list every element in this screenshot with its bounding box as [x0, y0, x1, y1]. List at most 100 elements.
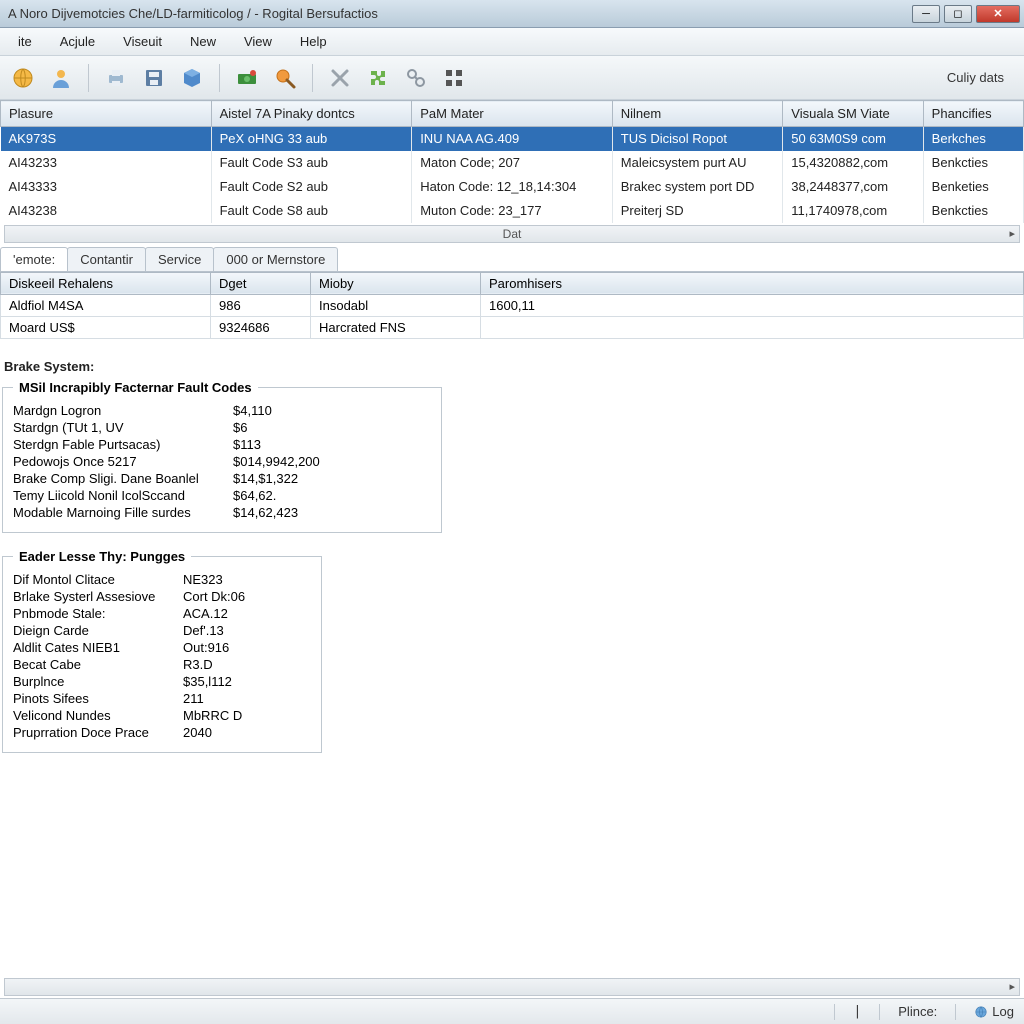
- column-header[interactable]: Mioby: [311, 272, 481, 294]
- statusbar-plince-label: Plince:: [898, 1004, 937, 1019]
- table-cell: Benketies: [923, 175, 1023, 199]
- menu-new[interactable]: New: [178, 30, 228, 53]
- window-close-button[interactable]: ✕: [976, 5, 1020, 23]
- toolbar-cash-icon[interactable]: [232, 63, 262, 93]
- eader-row: Burplnce$35,l112: [13, 674, 311, 689]
- table-cell: TUS Dicisol Ropot: [612, 127, 783, 151]
- toolbar-separator: [88, 64, 89, 92]
- eader-label: Pnbmode Stale:: [13, 606, 183, 621]
- statusbar-log[interactable]: Log: [974, 1004, 1014, 1019]
- fault-code-row: Temy Liicold Nonil IcolSccand$64,62.: [13, 488, 431, 503]
- fault-code-row: Pedowojs Once 5217$014,9942,200: [13, 454, 431, 469]
- table-cell: Harcrated FNS: [311, 316, 481, 338]
- eader-label: Burplnce: [13, 674, 183, 689]
- fault-code-label: Modable Marnoing Fille surdes: [13, 505, 233, 520]
- toolbar-globe-icon[interactable]: [8, 63, 38, 93]
- table-cell: 38,2448377,com: [783, 175, 923, 199]
- column-header[interactable]: Diskeeil Rehalens: [1, 272, 211, 294]
- eader-value: 211: [183, 691, 311, 706]
- toolbar-printer-icon[interactable]: [101, 63, 131, 93]
- menu-view[interactable]: View: [232, 30, 284, 53]
- column-header[interactable]: Aistel 7A Pinaky dontcs: [211, 101, 412, 127]
- eader-value: Def'.13: [183, 623, 311, 638]
- toolbar: Culiy dats: [0, 56, 1024, 100]
- eader-row: Velicond NundesMbRRC D: [13, 708, 311, 723]
- eader-value: 2040: [183, 725, 311, 740]
- bottom-horizontal-scrollbar[interactable]: ▸: [4, 978, 1020, 996]
- menu-ite[interactable]: ite: [6, 30, 44, 53]
- eader-label: Pinots Sifees: [13, 691, 183, 706]
- table-row[interactable]: Moard US$9324686Harcrated FNS: [1, 316, 1024, 338]
- table-cell: AK973S: [1, 127, 212, 151]
- table-cell: 9324686: [211, 316, 311, 338]
- fault-code-label: Temy Liicold Nonil IcolSccand: [13, 488, 233, 503]
- eader-row: Brlake Systerl AssesioveCort Dk:06: [13, 589, 311, 604]
- menu-viseuit[interactable]: Viseuit: [111, 30, 174, 53]
- fault-codes-legend: MSil Incrapibly Facternar Fault Codes: [13, 380, 258, 395]
- eader-value: NE323: [183, 572, 311, 587]
- scroll-arrow-right-icon[interactable]: ▸: [1009, 227, 1015, 240]
- eader-label: Dieign Carde: [13, 623, 183, 638]
- table-cell: Aldfiol M4SA: [1, 294, 211, 316]
- menu-help[interactable]: Help: [288, 30, 339, 53]
- table-cell: Fault Code S3 aub: [211, 151, 412, 175]
- table-cell: Preiterj SD: [612, 199, 783, 223]
- toolbar-user-icon[interactable]: [46, 63, 76, 93]
- fault-code-row: Stardgn (TUt 1, UV$6: [13, 420, 431, 435]
- column-header[interactable]: Nilnem: [612, 101, 783, 127]
- eader-label: Aldlit Cates NIEB1: [13, 640, 183, 655]
- menu-acjule[interactable]: Acjule: [48, 30, 107, 53]
- table-cell: Benkcties: [923, 199, 1023, 223]
- table-cell: Muton Code: 23_177: [412, 199, 613, 223]
- eader-legend: Eader Lesse Thy: Pungges: [13, 549, 191, 564]
- eader-label: Becat Cabe: [13, 657, 183, 672]
- fault-code-value: $6: [233, 420, 431, 435]
- table-cell: [481, 316, 1024, 338]
- column-header[interactable]: Paromhisers: [481, 272, 1024, 294]
- column-header[interactable]: PaM Mater: [412, 101, 613, 127]
- table-cell: PeX oHNG 33 aub: [211, 127, 412, 151]
- column-header[interactable]: Visuala SM Viate: [783, 101, 923, 127]
- menubar: ite Acjule Viseuit New View Help: [0, 28, 1024, 56]
- window-minimize-button[interactable]: ─: [912, 5, 940, 23]
- column-header[interactable]: Phancifies: [923, 101, 1023, 127]
- tab-mernstore[interactable]: 000 or Mernstore: [213, 247, 338, 271]
- grid-horizontal-scrollbar[interactable]: Dat ▸: [4, 225, 1020, 243]
- toolbar-box-icon[interactable]: [177, 63, 207, 93]
- table-cell: AI43233: [1, 151, 212, 175]
- main-data-grid[interactable]: PlasureAistel 7A Pinaky dontcsPaM MaterN…: [0, 100, 1024, 223]
- eader-value: ACA.12: [183, 606, 311, 621]
- eader-value: Cort Dk:06: [183, 589, 311, 604]
- table-cell: Maton Code; 207: [412, 151, 613, 175]
- fault-code-row: Sterdgn Fable Purtsacas)$113: [13, 437, 431, 452]
- tab-emote[interactable]: 'emote:: [0, 247, 68, 271]
- detail-tabs: 'emote: Contantir Service 000 or Mernsto…: [0, 247, 1024, 272]
- table-cell: Brakec system port DD: [612, 175, 783, 199]
- fault-code-label: Stardgn (TUt 1, UV: [13, 420, 233, 435]
- toolbar-puzzle-icon[interactable]: [363, 63, 393, 93]
- scroll-arrow-right-icon[interactable]: ▸: [1009, 980, 1015, 993]
- table-cell: Fault Code S8 aub: [211, 199, 412, 223]
- window-maximize-button[interactable]: ◻: [944, 5, 972, 23]
- toolbar-search-icon[interactable]: [270, 63, 300, 93]
- toolbar-save-icon[interactable]: [139, 63, 169, 93]
- column-header[interactable]: Dget: [211, 272, 311, 294]
- toolbar-link-icon[interactable]: [401, 63, 431, 93]
- table-row[interactable]: AI43333Fault Code S2 aubHaton Code: 12_1…: [1, 175, 1024, 199]
- table-cell: AI43333: [1, 175, 212, 199]
- table-row[interactable]: AI43233Fault Code S3 aubMaton Code; 207M…: [1, 151, 1024, 175]
- column-header[interactable]: Plasure: [1, 101, 212, 127]
- detail-grid[interactable]: Diskeeil RehalensDgetMiobyParomhisers Al…: [0, 272, 1024, 339]
- eader-row: Pinots Sifees211: [13, 691, 311, 706]
- table-row[interactable]: Aldfiol M4SA986Insodabl1600,11: [1, 294, 1024, 316]
- statusbar-log-label: Log: [992, 1004, 1014, 1019]
- tab-service[interactable]: Service: [145, 247, 214, 271]
- eader-label: Dif Montol Clitace: [13, 572, 183, 587]
- tab-contantir[interactable]: Contantir: [67, 247, 146, 271]
- table-row[interactable]: AI43238Fault Code S8 aubMuton Code: 23_1…: [1, 199, 1024, 223]
- table-cell: Berkches: [923, 127, 1023, 151]
- brake-section: Brake System: MSil Incrapibly Facternar …: [0, 339, 1024, 755]
- toolbar-grid-icon[interactable]: [439, 63, 469, 93]
- toolbar-cancel-icon[interactable]: [325, 63, 355, 93]
- table-row[interactable]: AK973SPeX oHNG 33 aubINU NAA AG.409TUS D…: [1, 127, 1024, 151]
